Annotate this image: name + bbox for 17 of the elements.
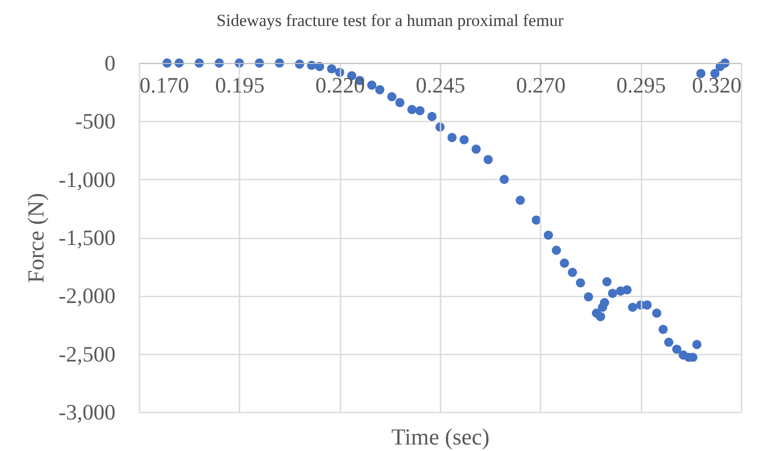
x-tick-label: 0.295 xyxy=(616,72,666,98)
x-tick-label: 0.170 xyxy=(140,72,189,98)
y-tick-label: -2,000 xyxy=(58,283,116,308)
y-axis-title: Force (N) xyxy=(24,192,49,284)
x-tick-label: 0.245 xyxy=(416,72,466,98)
x-tick-label: 0.270 xyxy=(516,72,566,98)
x-tick-label: 0.320 xyxy=(692,72,742,98)
y-tick-label: 0 xyxy=(104,50,116,76)
x-axis-title: Time (sec) xyxy=(391,424,490,450)
y-tick-label: -500 xyxy=(75,108,116,134)
y-tick-label: -1,500 xyxy=(58,225,116,250)
y-tick-label: -1,000 xyxy=(58,166,116,192)
x-tick-label: 0.195 xyxy=(215,72,265,98)
x-tick-label: 0.220 xyxy=(315,72,365,98)
y-tick-label: -2,500 xyxy=(58,341,116,366)
chart-title: Sideways fracture test for a human proximal femur xyxy=(216,11,564,30)
y-tick-label: -3,000 xyxy=(58,400,116,424)
